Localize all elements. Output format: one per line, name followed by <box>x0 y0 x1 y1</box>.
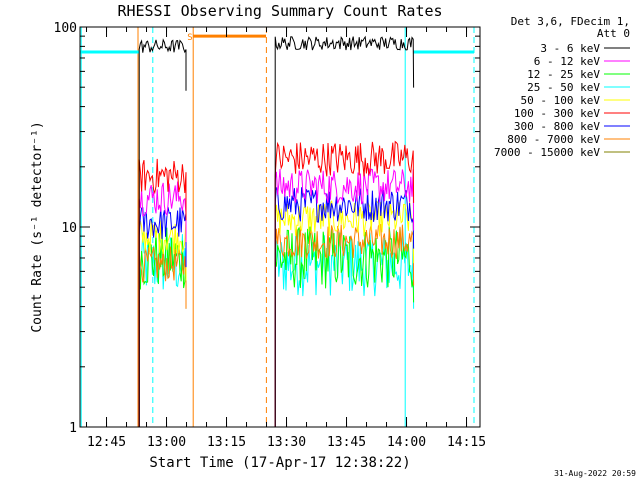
legend-label: 6 - 12 keV <box>534 55 601 68</box>
chart-title: RHESSI Observing Summary Count Rates <box>117 2 442 20</box>
y-axis-label: Count Rate (s⁻¹ detector⁻¹) <box>30 121 45 332</box>
series-line <box>274 232 415 427</box>
legend-header: Att 0 <box>597 27 630 40</box>
series-line <box>138 158 187 427</box>
x-tick-label: 14:00 <box>387 435 426 450</box>
series-line <box>138 218 187 427</box>
x-tick-label: 13:15 <box>207 435 246 450</box>
legend-label: 12 - 25 keV <box>527 68 600 81</box>
x-axis-label: Start Time (17-Apr-17 12:38:22) <box>149 455 410 471</box>
legend-label: 25 - 50 keV <box>527 81 600 94</box>
x-tick-label: 14:15 <box>447 435 486 450</box>
x-tick-label: 13:45 <box>327 435 366 450</box>
legend-label: 50 - 100 keV <box>521 94 601 107</box>
legend-label: 3 - 6 keV <box>540 42 600 55</box>
series-line <box>274 187 415 427</box>
annotation-label: S <box>187 33 192 43</box>
legend-label: 300 - 800 keV <box>514 120 600 133</box>
series-line <box>138 181 187 427</box>
legend-header: Det 3,6, FDecim 1, <box>511 15 630 28</box>
legend-label: 7000 - 15000 keV <box>494 146 600 159</box>
x-tick-label: 13:30 <box>267 435 306 450</box>
x-tick-label: 12:45 <box>87 435 126 450</box>
axes: 1 10 100 12:45 13:00 13:15 13:30 13:45 14:00 14:1… <box>54 21 487 450</box>
y-tick-label: 100 <box>54 21 77 36</box>
series-line <box>138 206 187 427</box>
x-tick-label: 13:00 <box>147 435 186 450</box>
series-line <box>274 223 415 427</box>
legend-label: 100 - 300 keV <box>514 107 600 120</box>
y-tick-label: 10 <box>61 221 77 236</box>
series-line <box>138 38 187 427</box>
footer-date: 31-Aug-2022 20:59 <box>554 469 636 478</box>
series-line <box>274 140 415 427</box>
series-line <box>274 200 415 427</box>
series-line <box>274 35 415 427</box>
series-line <box>274 168 415 427</box>
y-tick-label: 1 <box>69 421 77 436</box>
plot-area: S <box>80 27 475 427</box>
legend-label: 800 - 7000 keV <box>507 133 600 146</box>
